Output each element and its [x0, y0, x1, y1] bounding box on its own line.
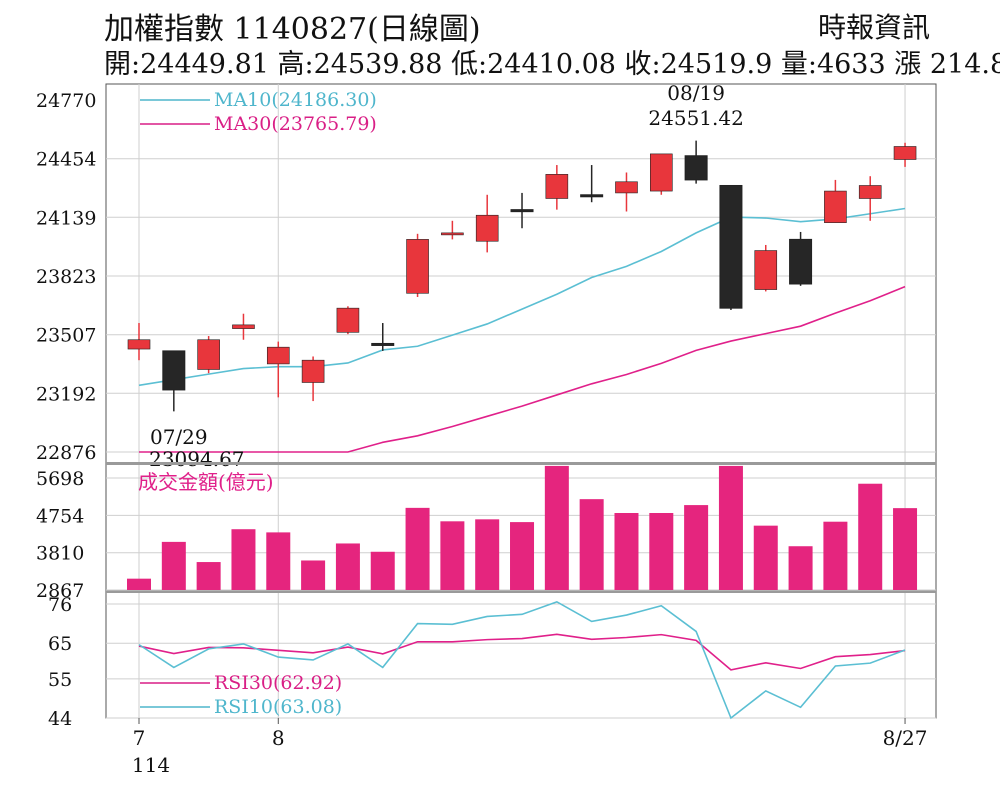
volume-bar [544, 465, 569, 590]
candle-body [371, 342, 395, 346]
candle-body [266, 346, 290, 365]
candle-body [162, 350, 186, 391]
volume-bar [753, 525, 778, 590]
rsi-tick-label: 44 [48, 708, 72, 730]
volume-tick-label: 4754 [36, 505, 84, 527]
candle-body [475, 214, 499, 242]
high-annotation-date: 08/19 [667, 81, 725, 105]
volume-bar [579, 499, 604, 590]
volume-bar [475, 519, 500, 590]
price-tick-label: 23192 [36, 383, 96, 405]
candle-body [649, 153, 673, 192]
price-tick-label: 22876 [36, 442, 96, 464]
candle-body [824, 190, 847, 223]
rsi-tick-label: 65 [48, 633, 72, 655]
price-tick-label: 23823 [36, 266, 96, 288]
price-tick-label: 24454 [36, 149, 96, 171]
source-label: 時報資訊 [817, 11, 930, 44]
candle-body [336, 307, 360, 333]
candle-body [858, 185, 882, 199]
volume-bar [127, 578, 151, 590]
candle-body [232, 324, 255, 329]
price-legend-label: MA10(24186.30) [214, 89, 377, 111]
ohlc-summary: 開:24449.81 高:24539.88 低:24410.08 收:24519… [104, 49, 1000, 80]
candle-body [684, 155, 708, 181]
volume-bar [614, 512, 639, 590]
volume-bar [684, 505, 709, 590]
candle-body [615, 181, 638, 194]
volume-bar [161, 541, 186, 590]
candle-body [441, 232, 464, 236]
price-tick-label: 24139 [36, 207, 96, 229]
candle-body [893, 146, 917, 160]
rsi-legend-label: RSI30(62.92) [214, 672, 342, 694]
low-annotation-value: 23094.67 [149, 447, 244, 471]
volume-bar [196, 562, 221, 590]
x-tick-label: 8/27 [883, 726, 928, 750]
volume-bar [266, 532, 291, 590]
low-annotation-date: 07/29 [150, 425, 208, 449]
volume-label: 成交金額(億元) [138, 470, 274, 494]
candle-body [754, 250, 778, 290]
volume-bar [405, 507, 430, 590]
ma10-line [138, 207, 906, 387]
volume-bar [335, 543, 360, 590]
volume-tick-label: 3810 [36, 543, 84, 565]
volume-bar [893, 508, 918, 590]
rsi10-line [138, 600, 906, 720]
rsi-tick-label: 55 [48, 669, 72, 691]
volume-bar [718, 465, 743, 590]
candle-body [580, 194, 604, 198]
high-annotation-value: 24551.42 [648, 106, 743, 130]
volume-bar [301, 560, 326, 590]
volume-bar [858, 483, 883, 590]
candle-body [510, 209, 534, 213]
volume-bar [649, 512, 674, 590]
candle-body [719, 184, 743, 309]
x-tick-label: 7 [133, 726, 146, 750]
volume-bar [440, 521, 465, 590]
rsi-legend-label: RSI10(63.08) [214, 696, 342, 718]
volume-tick-label: 5698 [36, 468, 84, 490]
panel-divider [106, 462, 936, 465]
volume-bar [823, 521, 848, 590]
rsi-tick-label: 76 [48, 594, 72, 616]
panel-divider [106, 590, 936, 593]
candle-body [545, 174, 569, 199]
price-tick-label: 23507 [36, 325, 96, 347]
volume-tick-label: 2867 [36, 580, 84, 602]
rsi30-line [138, 633, 906, 671]
candle-body [406, 239, 429, 294]
chart-title: 加權指數 1140827(日線圖) [104, 12, 481, 47]
price-tick-label: 24770 [36, 90, 96, 112]
candle-body [127, 339, 151, 350]
volume-bar [370, 551, 395, 590]
candle-body [789, 238, 813, 285]
volume-bar [788, 546, 813, 590]
plot-frame [105, 83, 937, 719]
volume-bar [231, 529, 256, 590]
volume-bar [510, 522, 535, 590]
x-year-label: 114 [132, 753, 170, 777]
ma30-line [139, 285, 906, 453]
candle-body [301, 359, 325, 383]
x-tick-label: 8 [272, 726, 285, 750]
price-legend-label: MA30(23765.79) [214, 113, 377, 135]
candle-body [197, 339, 220, 370]
